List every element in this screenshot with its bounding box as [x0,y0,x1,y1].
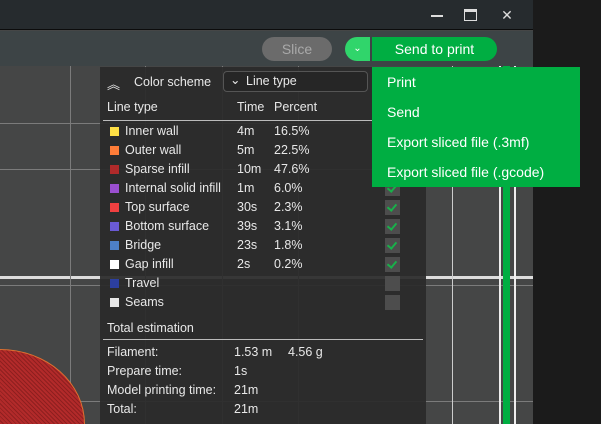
total-row: Total: 21m [107,400,417,419]
color-swatch [110,298,119,307]
color-swatch [110,241,119,250]
line-type-name: Seams [125,295,164,309]
line-type-percent: 22.5% [274,143,310,157]
legend-row: Top surface 30s 2.3% [107,198,417,217]
color-scheme-select[interactable]: ⌄ Line type [223,71,368,92]
line-type-name: Sparse infill [125,162,190,176]
line-type-percent: 0.2% [274,257,303,271]
total-value: 21m [234,402,259,416]
line-type-name: Outer wall [125,143,182,157]
filament-length: 1.53 m [234,345,273,359]
line-type-time: 10m [237,162,262,176]
filament-row: Filament: 1.53 m 4.56 g [107,343,417,362]
prepare-value: 1s [234,364,248,378]
line-type-time: 2s [237,257,251,271]
filament-label: Filament: [107,345,159,359]
color-swatch [110,203,119,212]
check-icon [386,201,398,212]
legend-row: Internal solid infill 1m 6.0% [107,179,417,198]
total-estimation-title: Total estimation [107,321,194,335]
line-type-percent: 1.8% [274,238,303,252]
total-label: Total: [107,402,137,416]
model-time-value: 21m [234,383,259,397]
model-time-row: Model printing time: 21m [107,381,417,400]
color-scheme-label: Color scheme [134,75,212,89]
legend-row: Outer wall 5m 22.5% [107,141,417,160]
close-icon[interactable]: ✕ [501,7,513,23]
color-swatch [110,279,119,288]
maximize-icon[interactable] [460,6,480,24]
line-type-time: 39s [237,219,258,233]
model-object[interactable] [0,349,85,424]
line-type-name: Top surface [125,200,190,214]
visibility-checkbox[interactable] [385,276,400,291]
legend-header: Line type Time Percent [107,98,417,117]
visibility-checkbox[interactable] [385,257,400,272]
line-type-time: 1m [237,181,255,195]
menu-item-export-gcode[interactable]: Export sliced file (.gcode) [387,164,545,180]
model-time-label: Model printing time: [107,383,217,397]
line-type-percent: 47.6% [274,162,310,176]
line-type-name: Internal solid infill [125,181,221,195]
visibility-checkbox[interactable] [385,200,400,215]
divider [103,339,423,340]
check-icon [386,220,398,231]
visibility-checkbox[interactable] [385,238,400,253]
legend-row: Bottom surface 39s 3.1% [107,217,417,236]
app-window: ✕ Slice ⌄ Send to print ︽ Color scheme ⌄… [0,0,533,424]
color-swatch [110,222,119,231]
color-swatch [110,184,119,193]
legend-row: Seams [107,293,417,312]
divider [103,120,423,121]
line-type-name: Travel [125,276,160,290]
color-scheme-value: Line type [246,74,297,88]
menu-item-print[interactable]: Print [387,74,416,90]
toolbar: Slice ⌄ Send to print [0,31,533,66]
legend-row: Travel [107,274,417,293]
line-type-name: Bottom surface [125,219,210,233]
color-swatch [110,165,119,174]
header-line-type: Line type [107,100,158,114]
line-type-name: Bridge [125,238,162,252]
chevron-down-icon[interactable]: ⌄ [345,37,370,61]
legend-row: Inner wall 4m 16.5% [107,122,417,141]
legend-row: Sparse infill 10m 47.6% [107,160,417,179]
line-type-name: Inner wall [125,124,179,138]
line-type-percent: 2.3% [274,200,303,214]
line-type-percent: 6.0% [274,181,303,195]
send-menu: Print Send Export sliced file (.3mf) Exp… [372,67,580,187]
line-type-time: 23s [237,238,258,252]
filament-weight: 4.56 g [288,345,323,359]
line-type-time: 5m [237,143,255,157]
color-swatch [110,146,119,155]
visibility-checkbox[interactable] [385,219,400,234]
color-swatch [110,260,119,269]
legend-panel: ︽ Color scheme ⌄ Line type Line type Tim… [100,67,426,424]
line-type-percent: 16.5% [274,124,310,138]
prepare-label: Prepare time: [107,364,183,378]
header-time: Time [237,100,265,114]
visibility-checkbox[interactable] [385,295,400,310]
menu-item-export-3mf[interactable]: Export sliced file (.3mf) [387,134,530,150]
line-type-time: 4m [237,124,255,138]
line-type-time: 30s [237,200,258,214]
legend-row: Gap infill 2s 0.2% [107,255,417,274]
title-bar: ✕ [0,0,533,30]
header-percent: Percent [274,100,318,114]
check-icon [386,258,398,269]
color-swatch [110,127,119,136]
send-to-print-button[interactable]: Send to print [372,37,497,61]
menu-item-send[interactable]: Send [387,104,420,120]
minimize-icon[interactable] [427,6,447,24]
collapse-icon[interactable]: ︽ [107,77,121,92]
prepare-row: Prepare time: 1s [107,362,417,381]
line-type-name: Gap infill [125,257,174,271]
line-type-percent: 3.1% [274,219,303,233]
legend-row: Bridge 23s 1.8% [107,236,417,255]
check-icon [386,239,398,250]
slice-button[interactable]: Slice [262,37,332,61]
chevron-down-icon: ⌄ [230,73,241,87]
